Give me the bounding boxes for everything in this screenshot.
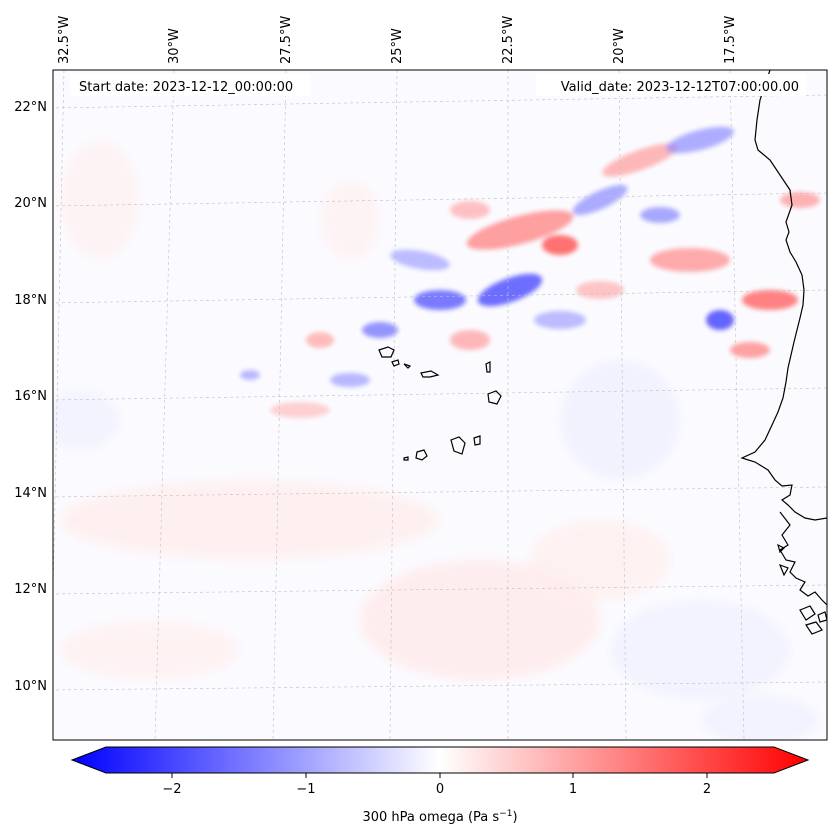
latitude-labels: 22°N 20°N 18°N 16°N 14°N 12°N 10°N — [14, 100, 47, 694]
longitude-labels: 32.5°W 30°W 27.5°W 25°W 22.5°W 20°W 17.5… — [57, 16, 738, 64]
valid-date-label: Valid_date: 2023-12-12T07:00:00.00 — [561, 80, 799, 95]
map-panel: Start date: 2023-12-12_00:00:00 Valid_da… — [52, 69, 828, 741]
cape-verde-islands — [378, 346, 502, 461]
lon-label: 30°W — [167, 28, 182, 64]
lat-label: 18°N — [14, 293, 47, 308]
colorbar-tick-label: −2 — [162, 782, 181, 797]
lat-label: 10°N — [14, 679, 47, 694]
colorbar-tick-label: 2 — [703, 782, 711, 797]
lat-label: 20°N — [14, 196, 47, 211]
map-frame — [52, 69, 828, 741]
colorbar-tick-label: −1 — [296, 782, 315, 797]
valid-date-box — [536, 74, 806, 96]
lon-label: 20°W — [612, 28, 627, 64]
start-date-label: Start date: 2023-12-12_00:00:00 — [79, 80, 293, 95]
lon-label: 22.5°W — [501, 16, 516, 64]
colorbar-title-exponent: −1 — [499, 809, 512, 819]
colorbar-ticks — [171, 773, 708, 778]
colorbar-tick-label: 1 — [569, 782, 577, 797]
colorbar-title-close: ) — [512, 810, 517, 825]
colorbar: −2 −1 0 1 2 300 hPa omega (Pa s−1) — [70, 746, 810, 825]
lon-label: 27.5°W — [279, 16, 294, 64]
omega-field-background — [53, 140, 820, 740]
colorbar-title-main: 300 hPa omega (Pa s — [362, 810, 499, 825]
lon-label: 17.5°W — [723, 16, 738, 64]
colorbar-bar — [70, 746, 810, 774]
omega-field-active-band — [240, 126, 820, 418]
africa-coastline — [740, 70, 827, 635]
lat-label: 22°N — [14, 100, 47, 115]
start-date-box — [70, 74, 310, 96]
lat-label: 14°N — [14, 486, 47, 501]
lon-label: 32.5°W — [57, 16, 72, 64]
lat-label: 12°N — [14, 582, 47, 597]
colorbar-title: 300 hPa omega (Pa s−1) — [362, 809, 517, 825]
gridlines — [53, 70, 827, 740]
lon-label: 25°W — [390, 28, 405, 64]
lat-label: 16°N — [14, 389, 47, 404]
colorbar-tick-label: 0 — [436, 782, 444, 797]
